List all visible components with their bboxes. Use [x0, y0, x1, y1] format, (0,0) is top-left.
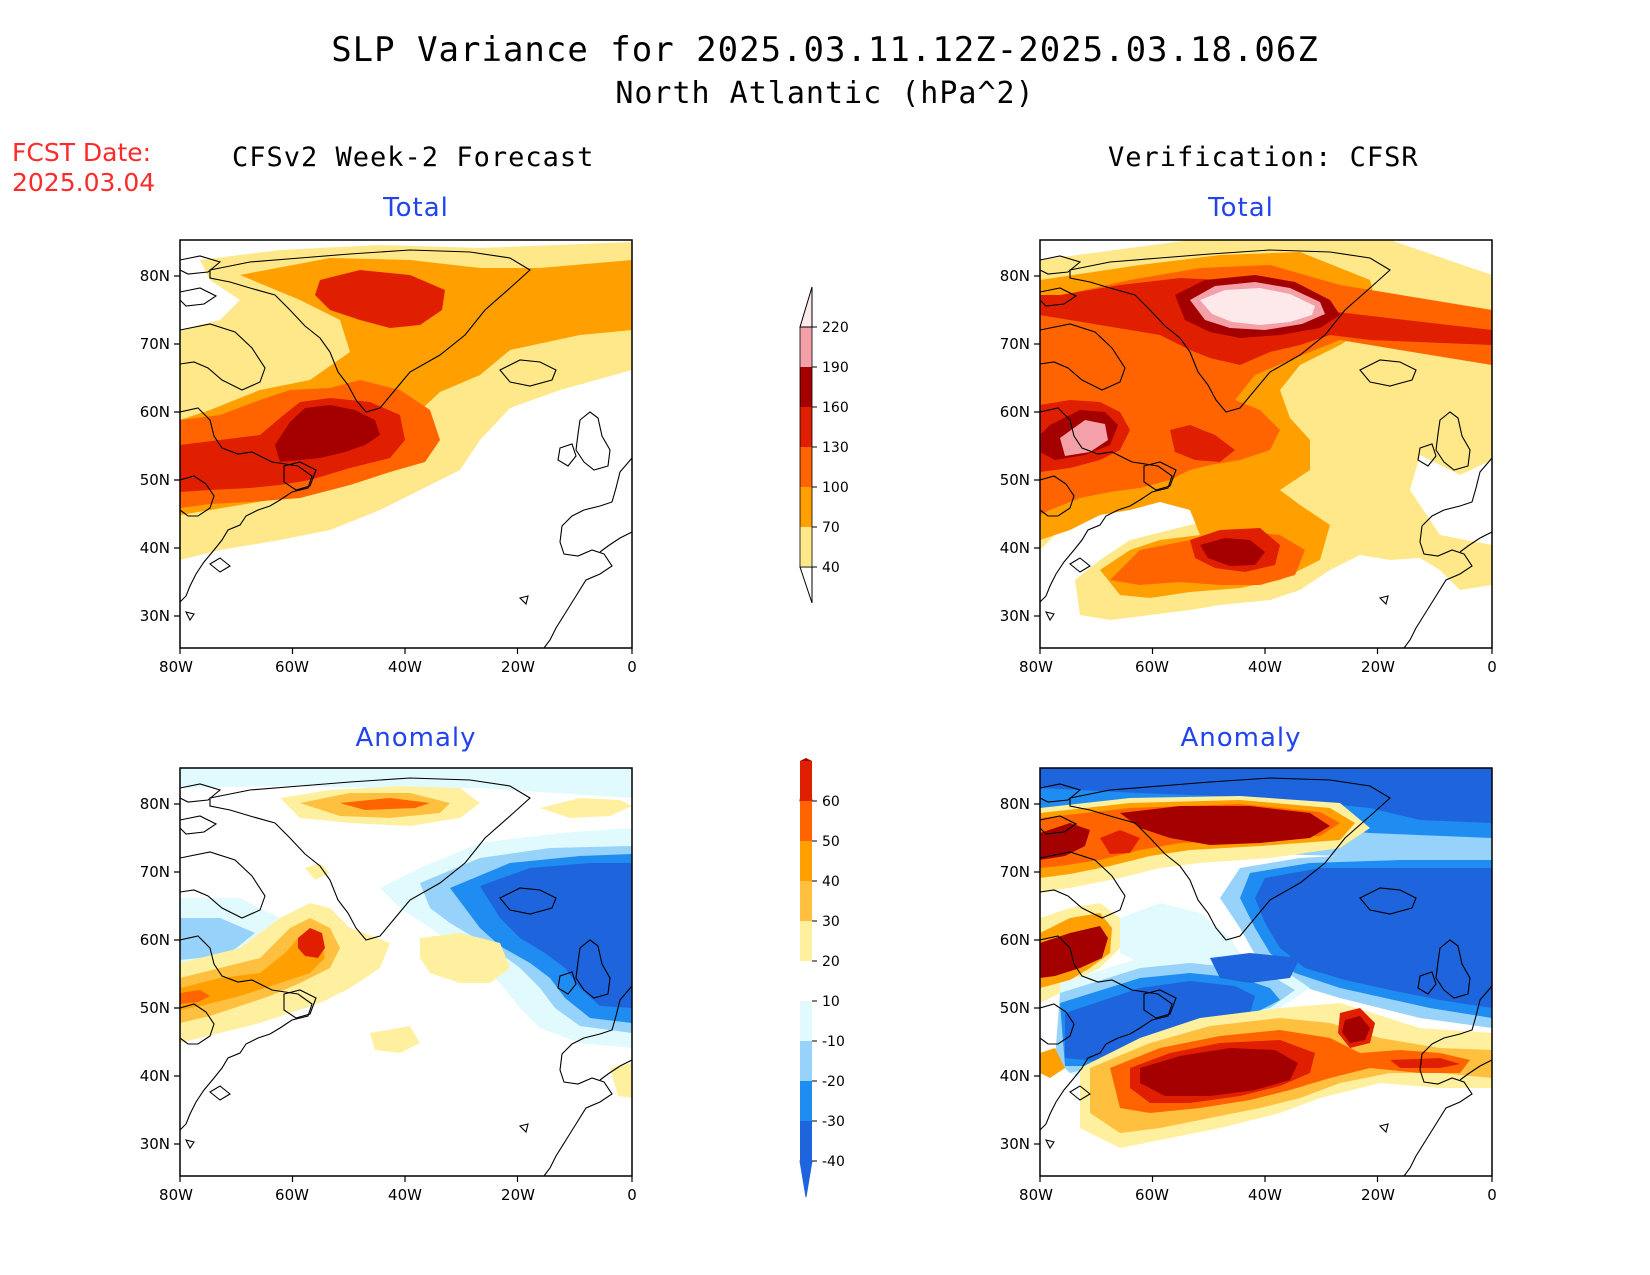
colorbar-low-arrow	[799, 1160, 813, 1198]
colorbar-swatch	[800, 801, 812, 841]
lat-tick-label: 50N	[140, 999, 170, 1017]
lat-tick-label: 60N	[1000, 931, 1030, 949]
lon-tick-label: 80W	[1019, 658, 1053, 676]
colorbar-level-label: 10	[822, 994, 840, 1010]
lon-tick-label: 0	[627, 1186, 637, 1204]
lat-tick-label: 50N	[1000, 999, 1030, 1017]
lon-tick-label: 40W	[1248, 1186, 1282, 1204]
chart-title: SLP Variance for 2025.03.11.12Z-2025.03.…	[331, 30, 1319, 70]
colorbar-level-label: 190	[822, 360, 849, 376]
colorbar-level-label: 100	[822, 480, 849, 496]
colorbar-swatch	[800, 1041, 812, 1081]
lon-tick-label: 40W	[388, 658, 422, 676]
verification-column-title: Verification: CFSR	[1108, 142, 1419, 173]
colorbar-swatch	[800, 367, 812, 407]
colorbar-swatch	[800, 961, 812, 1001]
lat-tick-label: 70N	[140, 335, 170, 353]
lon-tick-label: 20W	[501, 658, 535, 676]
forecast-total-map	[179, 239, 633, 649]
colorbar-level-label: 40	[822, 874, 840, 890]
lat-tick-label: 40N	[140, 539, 170, 557]
colorbar-level-label: 30	[822, 914, 840, 930]
lat-tick-label: 70N	[1000, 335, 1030, 353]
colorbar-swatch	[800, 841, 812, 881]
lat-tick-label: 60N	[1000, 403, 1030, 421]
lat-tick-label: 80N	[140, 795, 170, 813]
lat-tick-label: 80N	[1000, 795, 1030, 813]
colorbar-swatch	[800, 327, 812, 367]
colorbar-level-label: 130	[822, 440, 849, 456]
lat-tick-label: 60N	[140, 403, 170, 421]
colorbar-swatch	[800, 527, 812, 567]
colorbar-swatch	[800, 1121, 812, 1161]
colorbar-swatch	[800, 407, 812, 447]
colorbar-swatch	[800, 1001, 812, 1041]
colorbar-level-label: 40	[822, 560, 840, 576]
lat-tick-label: 80N	[140, 267, 170, 285]
colorbar-level-label: 20	[822, 954, 840, 970]
verification-anomaly-map	[1039, 767, 1493, 1177]
colorbar-level-label: 160	[822, 400, 849, 416]
lon-tick-label: 0	[627, 658, 637, 676]
colorbar-swatch	[800, 881, 812, 921]
forecast-anomaly-map	[179, 767, 633, 1177]
colorbar-high-arrow	[799, 286, 813, 328]
lat-tick-label: 30N	[140, 607, 170, 625]
lon-tick-label: 20W	[1361, 1186, 1395, 1204]
colorbar-level-label: -40	[822, 1154, 845, 1170]
lat-tick-label: 50N	[140, 471, 170, 489]
lon-tick-label: 0	[1487, 1186, 1497, 1204]
lon-tick-label: 80W	[159, 1186, 193, 1204]
lon-tick-label: 60W	[1135, 1186, 1169, 1204]
lon-tick-label: 80W	[1019, 1186, 1053, 1204]
lat-tick-label: 30N	[140, 1135, 170, 1153]
lat-tick-label: 40N	[1000, 1067, 1030, 1085]
lon-tick-label: 40W	[388, 1186, 422, 1204]
forecast-date-value: 2025.03.04	[12, 168, 156, 197]
colorbar-level-label: -20	[822, 1074, 845, 1090]
colorbar-level-label: 60	[822, 794, 840, 810]
lat-tick-label: 60N	[140, 931, 170, 949]
lat-tick-label: 40N	[140, 1067, 170, 1085]
lat-tick-label: 30N	[1000, 1135, 1030, 1153]
lon-tick-label: 40W	[1248, 658, 1282, 676]
verification-anomaly-title: Anomaly	[1180, 723, 1302, 753]
anomaly-colorbar: -40 -30 -20 -10 10 20 30 40 50 60	[799, 758, 845, 1198]
forecast-total-title: Total	[383, 193, 449, 223]
lat-tick-label: 30N	[1000, 607, 1030, 625]
verification-total-map	[1039, 239, 1493, 649]
lat-tick-label: 70N	[1000, 863, 1030, 881]
lon-tick-label: 0	[1487, 658, 1497, 676]
forecast-column-title: CFSv2 Week-2 Forecast	[232, 142, 595, 173]
colorbar-swatch	[800, 761, 812, 801]
colorbar-level-label: 220	[822, 320, 849, 336]
colorbar-swatch	[800, 921, 812, 961]
colorbar-level-label: 50	[822, 834, 840, 850]
lat-tick-label: 40N	[1000, 539, 1030, 557]
colorbar-level-label: -10	[822, 1034, 845, 1050]
lat-tick-label: 70N	[140, 863, 170, 881]
total-colorbar: 40 70 100 130 160 190 220	[799, 286, 849, 604]
forecast-anomaly-title: Anomaly	[355, 723, 477, 753]
colorbar-swatch	[800, 1081, 812, 1121]
forecast-date-block: FCST Date: 2025.03.04	[12, 138, 155, 198]
colorbar-low-arrow	[799, 566, 813, 604]
forecast-date-label: FCST Date:	[12, 138, 152, 167]
lat-tick-label: 50N	[1000, 471, 1030, 489]
lon-tick-label: 60W	[1135, 658, 1169, 676]
chart-subtitle: North Atlantic (hPa^2)	[615, 76, 1035, 111]
verification-total-title: Total	[1208, 193, 1274, 223]
tick-marks	[174, 275, 1493, 1182]
colorbar-swatch	[800, 447, 812, 487]
lat-tick-label: 80N	[1000, 267, 1030, 285]
colorbar-level-label: 70	[822, 520, 840, 536]
lon-tick-label: 60W	[275, 1186, 309, 1204]
lon-tick-label: 80W	[159, 658, 193, 676]
colorbar-level-label: -30	[822, 1114, 845, 1130]
colorbar-swatch	[800, 487, 812, 527]
lon-tick-label: 20W	[1361, 658, 1395, 676]
lon-tick-label: 60W	[275, 658, 309, 676]
lon-tick-label: 20W	[501, 1186, 535, 1204]
